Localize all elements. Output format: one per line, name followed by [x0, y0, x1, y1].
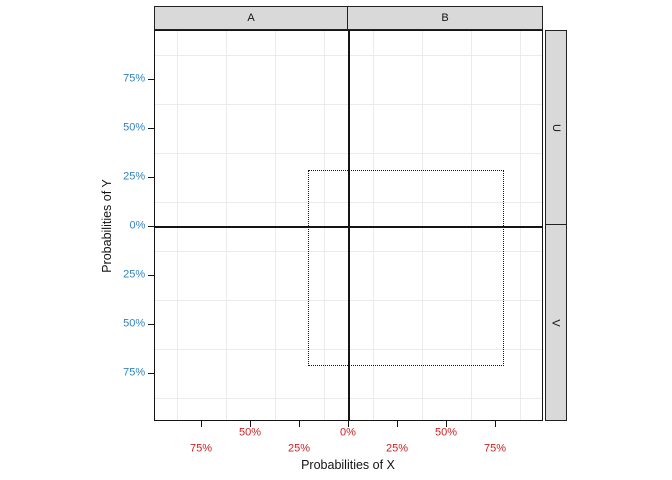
- y-tick-label: 0%: [129, 219, 146, 232]
- y-tick-label: 75%: [123, 366, 146, 379]
- x-tick-label: 50%: [238, 426, 262, 439]
- y-axis-tick: [148, 274, 154, 276]
- minor-gridline-vertical: [520, 31, 521, 420]
- minor-gridline-vertical: [226, 31, 227, 420]
- y-tick-label: 50%: [123, 121, 146, 134]
- x-tick-label: 25%: [287, 442, 311, 455]
- facet-strip-label-a: A: [247, 12, 255, 24]
- y-axis-tick: [148, 225, 154, 227]
- minor-gridline-vertical: [471, 31, 472, 420]
- facet-strip-col-a: A: [154, 6, 348, 30]
- zero-reference-line-vertical: [348, 31, 350, 420]
- x-axis-tick: [298, 421, 300, 427]
- y-axis-tick: [148, 78, 154, 80]
- x-axis-tick: [200, 421, 202, 427]
- facet-strip-label-u: U: [549, 123, 562, 132]
- facet-strip-label-v: V: [550, 318, 562, 327]
- y-axis-title: Probabilities of Y: [100, 179, 114, 273]
- y-tick-label: 75%: [123, 72, 146, 85]
- y-axis-tick: [148, 176, 154, 178]
- facet-strip-label-b: B: [441, 12, 449, 24]
- minor-gridline-vertical: [275, 31, 276, 420]
- y-tick-label: 25%: [123, 268, 146, 281]
- minor-gridline-vertical: [324, 31, 325, 420]
- x-axis-tick: [396, 421, 398, 427]
- y-tick-label: 25%: [123, 170, 146, 183]
- dotted-rectangle-annotation: [307, 170, 504, 367]
- x-axis-tick: [494, 421, 496, 427]
- x-tick-label: 0%: [340, 426, 356, 439]
- y-axis-tick: [148, 127, 154, 129]
- x-axis-tick: [249, 421, 251, 427]
- x-axis-title: Probabilities of X: [301, 458, 395, 472]
- x-axis-tick: [445, 421, 447, 427]
- y-tick-label: 50%: [123, 317, 146, 330]
- minor-gridline-vertical: [373, 31, 374, 420]
- x-tick-label: 50%: [434, 426, 458, 439]
- x-tick-label: 25%: [385, 442, 409, 455]
- zero-reference-line-horizontal: [155, 226, 542, 228]
- x-axis-tick: [347, 421, 349, 427]
- minor-gridline-vertical: [177, 31, 178, 420]
- x-tick-label: 75%: [189, 442, 213, 455]
- x-tick-label: 75%: [483, 442, 507, 455]
- facet-strip-row-v: V: [545, 224, 567, 421]
- plot-panel: [154, 30, 543, 421]
- facet-strip-row-u: U: [545, 30, 567, 225]
- y-axis-tick: [148, 323, 154, 325]
- y-axis-tick: [148, 372, 154, 374]
- minor-gridline-vertical: [422, 31, 423, 420]
- facet-strip-col-b: B: [347, 6, 543, 30]
